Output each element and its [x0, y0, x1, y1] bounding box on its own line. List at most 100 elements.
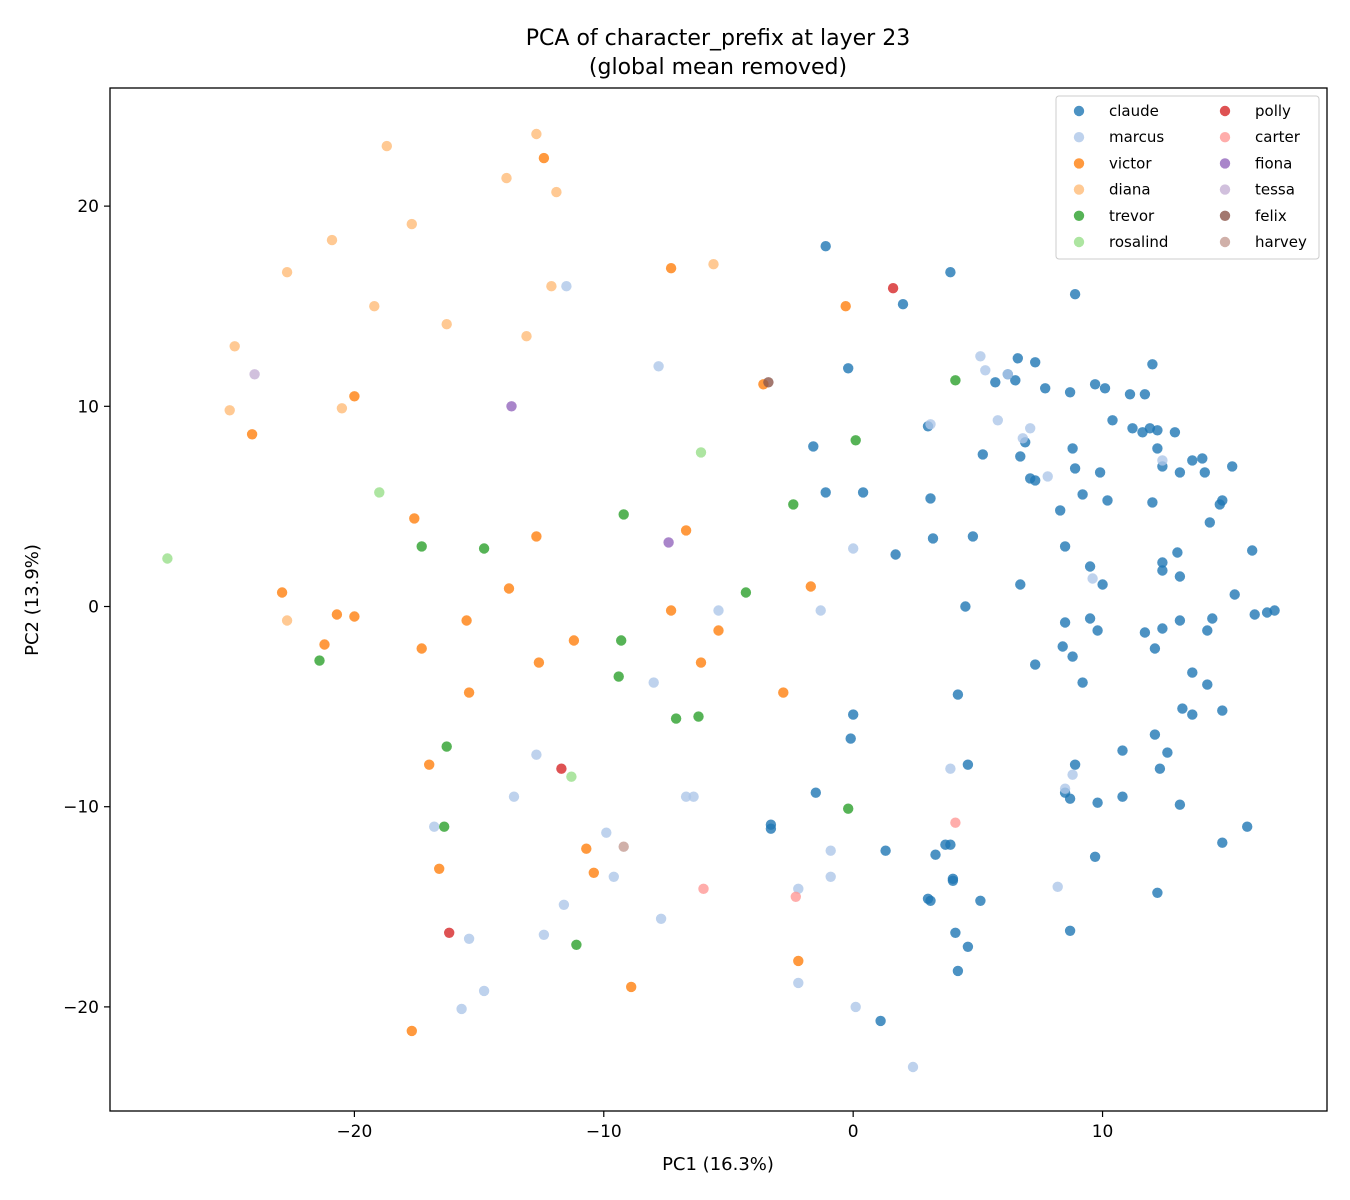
point-claude-53: [1059, 541, 1071, 552]
point-diana-12: [229, 341, 240, 352]
point-victor-24: [424, 759, 435, 770]
point-claude-38: [1030, 475, 1041, 486]
x-tick-label-3: 10: [1092, 1122, 1114, 1142]
point-claude-1: [945, 267, 956, 278]
point-trevor-6: [740, 587, 752, 598]
point-claude-60: [1015, 579, 1026, 590]
point-victor-29: [626, 981, 637, 993]
point-claude-89: [1162, 747, 1173, 758]
point-trevor-14: [439, 821, 450, 832]
point-victor-10: [503, 583, 515, 594]
legend-label-harvey: harvey: [1255, 233, 1307, 251]
legend-label-diana: diana: [1109, 181, 1151, 199]
point-marcus-5: [925, 419, 936, 430]
point-diana-2: [501, 172, 512, 184]
legend-marker-marcus: [1073, 132, 1085, 143]
point-rosalind-2: [162, 553, 173, 564]
point-marcus-0: [561, 281, 572, 292]
point-marcus-7: [1025, 423, 1036, 434]
point-victor-9: [276, 587, 288, 598]
y-tick-label-4: 20: [77, 197, 99, 217]
legend-marker-diana: [1073, 184, 1085, 195]
point-claude-76: [1067, 651, 1078, 662]
point-claude-96: [1064, 793, 1076, 804]
point-trevor-7: [314, 655, 325, 666]
point-marcus-38: [907, 1061, 919, 1073]
y-axis-label: PC2 (13.9%): [22, 544, 43, 656]
point-carter-2: [790, 891, 801, 902]
legend-marker-claude: [1073, 105, 1085, 117]
point-claude-93: [1069, 759, 1081, 770]
point-harvey-0: [618, 841, 629, 852]
point-claude-65: [1084, 613, 1096, 624]
point-trevor-5: [478, 543, 490, 554]
point-victor-25: [581, 843, 592, 854]
point-marcus-8: [1017, 433, 1028, 444]
point-trevor-9: [613, 671, 624, 682]
chart-title-line-1: PCA of character_prefix at layer 23: [526, 26, 910, 51]
point-victor-16: [319, 639, 330, 650]
point-claude-41: [1102, 495, 1113, 506]
chart-title-line-2: (global mean removed): [589, 55, 847, 80]
point-claude-71: [1202, 625, 1213, 636]
point-carter-1: [698, 883, 709, 894]
point-claude-101: [765, 823, 777, 834]
point-claude-67: [1139, 627, 1151, 638]
point-marcus-16: [531, 749, 542, 760]
point-claude-39: [1055, 505, 1066, 516]
point-claude-108: [1089, 851, 1101, 862]
legend-label-trevor: trevor: [1109, 207, 1155, 225]
point-claude-63: [960, 601, 971, 612]
point-diana-14: [336, 403, 348, 414]
legend-marker-victor: [1073, 158, 1085, 169]
point-claude-61: [1097, 579, 1108, 590]
point-claude-113: [925, 895, 936, 906]
point-claude-97: [1092, 797, 1103, 808]
point-claude-40: [1077, 489, 1088, 500]
point-claude-17: [1107, 415, 1118, 426]
point-claude-111: [1152, 887, 1163, 898]
x-tick-label-0: −20: [336, 1122, 372, 1142]
point-victor-6: [409, 513, 420, 524]
point-claude-42: [1147, 497, 1158, 508]
point-diana-11: [521, 331, 532, 342]
point-trevor-1: [850, 435, 861, 446]
point-claude-50: [927, 533, 939, 544]
point-victor-4: [349, 391, 360, 402]
point-claude-118: [952, 965, 964, 977]
point-claude-45: [1204, 517, 1216, 528]
point-polly-1: [556, 763, 567, 774]
legend-label-felix: felix: [1255, 207, 1287, 225]
point-marcus-17: [945, 763, 956, 774]
point-marcus-18: [1067, 769, 1078, 780]
point-victor-20: [533, 657, 545, 668]
point-marcus-33: [538, 929, 550, 940]
point-claude-69: [1174, 615, 1186, 626]
legend-marker-rosalind: [1073, 236, 1085, 248]
point-marcus-30: [558, 899, 570, 910]
point-claude-78: [1149, 643, 1161, 654]
plot-area-frame: [109, 87, 1328, 1112]
legend-marker-tessa: [1219, 184, 1231, 195]
point-fiona-1: [663, 537, 674, 548]
point-claude-16: [1139, 389, 1151, 400]
point-rosalind-1: [374, 487, 385, 498]
point-claude-32: [1174, 467, 1186, 478]
axis-ticks: −20 −10 0 10 −20 −10 0 10 20: [63, 197, 1113, 1142]
point-claude-57: [1172, 547, 1183, 558]
legend-label-marcus: marcus: [1109, 128, 1164, 146]
y-tick-label-1: −10: [63, 798, 99, 818]
point-marcus-36: [456, 1003, 467, 1015]
point-marcus-37: [850, 1001, 861, 1013]
point-victor-14: [461, 615, 472, 626]
point-claude-29: [1069, 463, 1081, 474]
point-marcus-10: [1042, 471, 1053, 482]
point-victor-23: [778, 687, 789, 698]
point-claude-64: [1059, 617, 1071, 628]
point-victor-0: [538, 152, 550, 164]
point-claude-106: [880, 845, 891, 856]
point-claude-119: [875, 1015, 886, 1027]
point-claude-21: [1152, 425, 1163, 436]
point-claude-68: [1157, 623, 1168, 634]
